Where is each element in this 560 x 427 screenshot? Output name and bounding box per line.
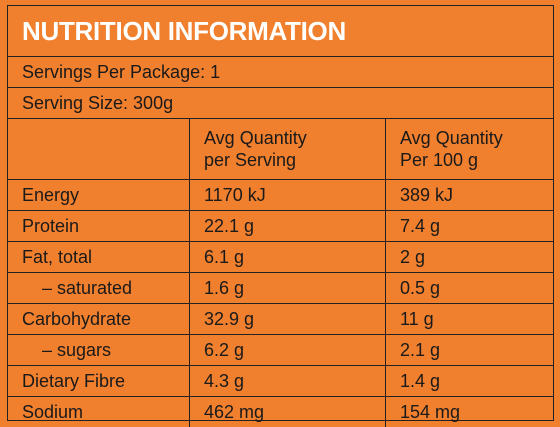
per-serving-value: 1.6 g [190,273,386,304]
per-serving-value: 32.9 g [190,304,386,335]
per-serving-value: 6.1 g [190,242,386,273]
nutrient-name: Dietary Fibre [8,366,190,397]
serving-size: Serving Size: 300g [8,88,553,119]
per-serving-header: Avg Quantity per Serving [190,119,386,180]
table-row: Carbohydrate 32.9 g 11 g [8,304,553,335]
per-serving-header-line1: Avg Quantity [204,127,385,149]
per-serving-value: 4.3 g [190,366,386,397]
table-row: Sodium 462 mg 154 mg [8,397,553,427]
table-row: Dietary Fibre 4.3 g 1.4 g [8,366,553,397]
table-row: – saturated 1.6 g 0.5 g [8,273,553,304]
per-serving-value: 22.1 g [190,211,386,242]
nutrient-name: Energy [8,180,190,211]
per-100g-value: 154 mg [386,397,554,427]
nutrition-panel: NUTRITION INFORMATION Servings Per Packa… [7,5,554,421]
table-row: Fat, total 6.1 g 2 g [8,242,553,273]
per-100g-header: Avg Quantity Per 100 g [386,119,554,180]
per-serving-header-line2: per Serving [204,149,385,171]
nutrient-name: Carbohydrate [8,304,190,335]
per-100g-value: 1.4 g [386,366,554,397]
panel-title: NUTRITION INFORMATION [8,6,553,57]
nutrient-name: – saturated [8,273,190,304]
table-row: Protein 22.1 g 7.4 g [8,211,553,242]
per-serving-value: 6.2 g [190,335,386,366]
per-serving-value: 462 mg [190,397,386,427]
per-100g-value: 389 kJ [386,180,554,211]
nutrition-table: Avg Quantity per Serving Avg Quantity Pe… [8,119,553,427]
nutrient-header [8,119,190,180]
nutrient-name: Protein [8,211,190,242]
per-100g-value: 2 g [386,242,554,273]
per-100g-value: 0.5 g [386,273,554,304]
table-row: Energy 1170 kJ 389 kJ [8,180,553,211]
per-100g-header-line1: Avg Quantity [400,127,553,149]
nutrient-name: – sugars [8,335,190,366]
per-100g-value: 2.1 g [386,335,554,366]
table-row: – sugars 6.2 g 2.1 g [8,335,553,366]
per-100g-header-line2: Per 100 g [400,149,553,171]
per-100g-value: 11 g [386,304,554,335]
nutrient-name: Sodium [8,397,190,427]
per-serving-value: 1170 kJ [190,180,386,211]
servings-per-package: Servings Per Package: 1 [8,57,553,88]
nutrient-name: Fat, total [8,242,190,273]
per-100g-value: 7.4 g [386,211,554,242]
header-row: Avg Quantity per Serving Avg Quantity Pe… [8,119,553,180]
